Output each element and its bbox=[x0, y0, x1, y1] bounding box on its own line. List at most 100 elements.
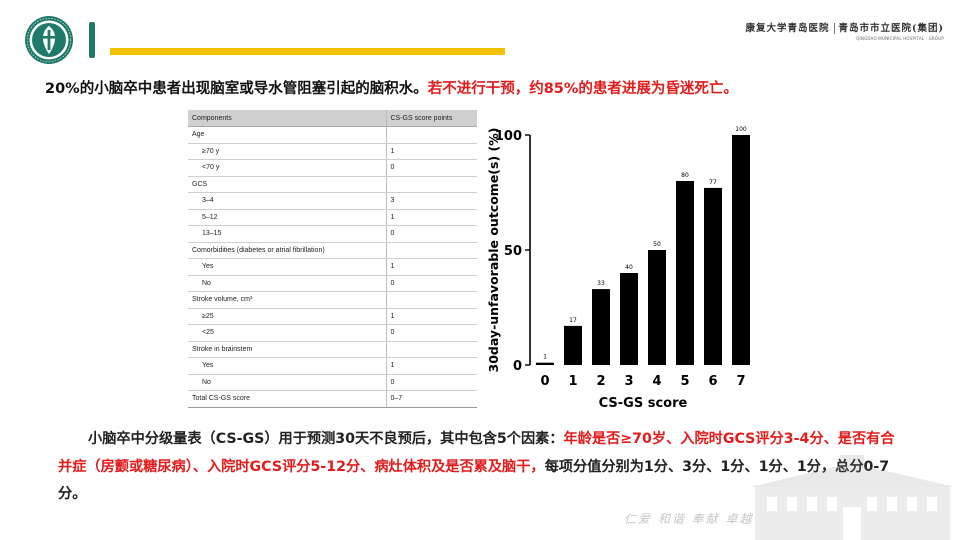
table-row: GCS bbox=[188, 176, 477, 193]
x-tick-label: 0 bbox=[540, 374, 549, 389]
bar-data-label: 50 bbox=[653, 241, 661, 248]
table-cell-points: 0 bbox=[385, 159, 477, 177]
table-header-row: Components CS-GS score points bbox=[188, 110, 477, 127]
bar bbox=[676, 181, 694, 365]
table-cell-component: 3–4 bbox=[188, 192, 386, 210]
table-header-components: Components bbox=[188, 110, 386, 127]
table-row: No 0 bbox=[188, 374, 477, 391]
x-tick-label: 7 bbox=[736, 374, 745, 389]
table-cell-points: 3 bbox=[385, 192, 477, 210]
table-cell-component: Yes bbox=[188, 357, 386, 375]
x-tick-label: 1 bbox=[568, 374, 577, 389]
x-tick-label: 3 bbox=[624, 374, 633, 389]
building-watermark-icon bbox=[750, 455, 955, 540]
table-row: ≥25 1 bbox=[188, 308, 477, 325]
table-cell-points bbox=[385, 242, 477, 259]
table-row: 13–15 0 bbox=[188, 225, 477, 243]
para-scores: 每项分值分别为1分、3分、1分、1分、1分，总分0-7分。 bbox=[58, 458, 890, 503]
bar bbox=[732, 135, 750, 365]
headline: 20%的小脑卒中患者出现脑室或导水管阻塞引起的脑积水。若不进行干预，约85%的患… bbox=[45, 77, 738, 98]
bar bbox=[592, 289, 610, 365]
x-tick-label: 4 bbox=[652, 374, 661, 389]
table-cell-points bbox=[385, 341, 477, 358]
table-cell-component: Comorbidities (diabetes or atrial fibril… bbox=[188, 242, 386, 259]
table-cell-points: 1 bbox=[385, 209, 477, 226]
title-underline bbox=[110, 48, 505, 55]
accent-bar bbox=[89, 22, 95, 58]
description-paragraph: 小脑卒中分级量表（CS-GS）用于预测30天不良预后，其中包含5个因素：年龄是否… bbox=[58, 426, 896, 509]
table-row: Comorbidities (diabetes or atrial fibril… bbox=[188, 242, 477, 259]
y-tick-label: 100 bbox=[495, 129, 522, 144]
bar-data-label: 40 bbox=[625, 264, 633, 271]
table-cell-points: 0 bbox=[385, 225, 477, 243]
x-tick-label: 6 bbox=[708, 374, 717, 389]
bar bbox=[648, 250, 666, 365]
table-cell-component: Yes bbox=[188, 258, 386, 276]
table-cell-points: 0 bbox=[385, 374, 477, 391]
table-cell-component: Stroke volume, cm³ bbox=[188, 291, 386, 309]
table-header-points: CS-GS score points bbox=[385, 110, 477, 127]
table-cell-component: 5–12 bbox=[188, 209, 386, 226]
bar bbox=[620, 273, 638, 365]
headline-red: 若不进行干预，约85%的患者进展为昏迷死亡。 bbox=[427, 81, 738, 97]
table-cell-component: ≥70 y bbox=[188, 143, 386, 160]
table-cell-points bbox=[385, 126, 477, 144]
x-tick-label: 5 bbox=[680, 374, 689, 389]
table-row: 3–4 3 bbox=[188, 192, 477, 210]
bar bbox=[564, 325, 582, 365]
cs-gs-score-table: Components CS-GS score points Age ≥70 y 1 <… bbox=[188, 110, 477, 408]
table-cell-points: 1 bbox=[385, 308, 477, 325]
table-cell-points: 0–7 bbox=[385, 390, 477, 408]
table-row: Total CS-GS score 0–7 bbox=[188, 390, 477, 408]
table-row: Yes 1 bbox=[188, 258, 477, 276]
table-cell-points: 1 bbox=[385, 143, 477, 160]
table-cell-component: GCS bbox=[188, 176, 386, 193]
bar-data-label: 1 bbox=[543, 354, 547, 361]
bar-data-label: 100 bbox=[735, 126, 747, 133]
table-row: Stroke volume, cm³ bbox=[188, 291, 477, 309]
table-cell-points: 1 bbox=[385, 357, 477, 375]
table-cell-points: 0 bbox=[385, 275, 477, 292]
table-row: <25 0 bbox=[188, 324, 477, 342]
y-tick-label: 0 bbox=[513, 359, 522, 374]
hospital-logo-icon bbox=[25, 16, 73, 64]
y-axis-label: 30day-unfavorable outcome(s) (%) bbox=[486, 128, 501, 373]
table-row: 5–12 1 bbox=[188, 209, 477, 226]
table-cell-component: No bbox=[188, 275, 386, 292]
hospital-name: 康复大学青岛医院 bbox=[745, 23, 830, 34]
table-cell-component: ≥25 bbox=[188, 308, 386, 325]
bar-data-label: 17 bbox=[569, 317, 577, 324]
y-tick-label: 50 bbox=[504, 244, 522, 259]
table-row: Stroke in brainstem bbox=[188, 341, 477, 358]
bar bbox=[536, 362, 554, 365]
hospital-subtitle: QINGDAO MUNICIPAL HOSPITAL · GROUP bbox=[856, 36, 944, 41]
table-cell-points: 0 bbox=[385, 324, 477, 342]
bar-data-label: 80 bbox=[681, 172, 689, 179]
para-factors: 年龄是否≥70岁、入院时GCS评分3-4分、是否有合并症（房颤或糖尿病）、入院时… bbox=[58, 431, 895, 475]
table-cell-component: <70 y bbox=[188, 159, 386, 177]
table-cell-points: 1 bbox=[385, 258, 477, 276]
table-cell-component: <25 bbox=[188, 324, 386, 342]
bar-data-label: 33 bbox=[597, 280, 605, 287]
x-axis-label: CS-GS score bbox=[599, 396, 688, 411]
bar-data-label: 77 bbox=[709, 179, 717, 186]
x-tick-label: 2 bbox=[596, 374, 605, 389]
table-cell-component: No bbox=[188, 374, 386, 391]
table-cell-component: Age bbox=[188, 126, 386, 144]
para-intro: 小脑卒中分级量表（CS-GS）用于预测30天不良预后，其中包含5个因素： bbox=[88, 431, 564, 447]
table-cell-component: Stroke in brainstem bbox=[188, 341, 386, 358]
table-row: Age bbox=[188, 126, 477, 144]
table-row: Yes 1 bbox=[188, 357, 477, 375]
bar bbox=[704, 187, 722, 365]
headline-black: 20%的小脑卒中患者出现脑室或导水管阻塞引起的脑积水。 bbox=[45, 81, 428, 97]
table-cell-points bbox=[385, 176, 477, 193]
table-cell-component: Total CS-GS score bbox=[188, 390, 386, 408]
hospital-name-group: 青岛市市立医院(集团) bbox=[838, 23, 944, 34]
table-cell-component: 13–15 bbox=[188, 225, 386, 243]
hospital-brand: 康复大学青岛医院 青岛市市立医院(集团) QINGDAO MUNICIPAL HO… bbox=[745, 20, 944, 41]
motto-watermark: 仁爱 和谐 奉献 卓越 bbox=[624, 512, 754, 526]
table-cell-points bbox=[385, 291, 477, 309]
